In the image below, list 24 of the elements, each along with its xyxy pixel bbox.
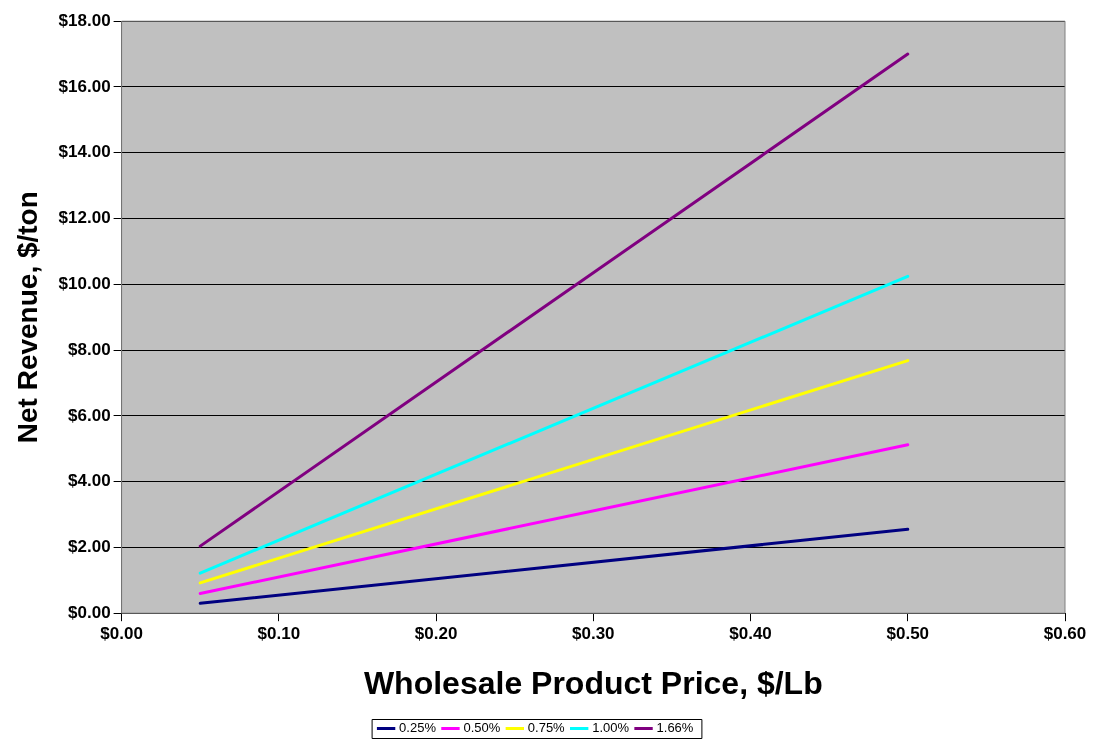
y-tick-label: $16.00	[58, 76, 111, 96]
y-tick-label: $8.00	[68, 339, 111, 359]
y-tick-label: $10.00	[58, 274, 111, 293]
y-tick-label: $12.00	[58, 208, 111, 228]
y-tick-label: $0.00	[68, 602, 111, 622]
x-tick-label: $0.60	[1043, 624, 1087, 644]
x-tick-label: $0.00	[100, 624, 143, 644]
x-tick-label: $0.20	[414, 624, 458, 644]
x-axis-title: Wholesale Product Price, $/Lb	[363, 664, 823, 701]
y-axis-title: Net Revenue, $/ton	[11, 191, 43, 444]
legend-label: 0.75%	[527, 720, 566, 736]
x-tick-label: $0.50	[886, 624, 930, 644]
y-tick-label: $14.00	[58, 142, 111, 162]
legend-label: 0.25%	[399, 720, 437, 736]
legend-label: 0.50%	[463, 720, 501, 736]
x-tick-label: $0.10	[257, 624, 301, 644]
legend-label: 1.66%	[656, 720, 694, 736]
y-tick-label: $6.00	[68, 405, 111, 425]
x-tick-label: $0.40	[729, 624, 772, 644]
y-tick-label: $4.00	[68, 471, 111, 491]
y-tick-label: $18.00	[58, 10, 111, 30]
x-tick-label: $0.30	[572, 624, 615, 644]
legend-label: 1.00%	[592, 720, 630, 736]
y-tick-label: $2.00	[68, 537, 111, 557]
